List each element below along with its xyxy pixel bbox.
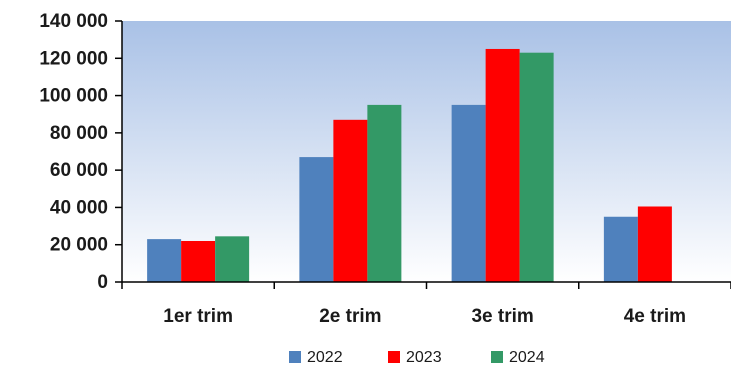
y-tick-label: 100 000 [39, 86, 108, 107]
bar-2023-3e-trim [485, 48, 520, 282]
bars-group [147, 48, 672, 283]
y-tick-label: 60 000 [50, 160, 108, 181]
legend-label-2022: 2022 [307, 349, 343, 366]
x-axis-ticks: 1er trim 2e trim 3e trim 4e trim [121, 282, 731, 327]
bar-2023-2e-trim [333, 119, 368, 282]
bar-2024-1er-trim [215, 236, 250, 282]
bar-2022-3e-trim [451, 104, 486, 283]
legend-swatch-2022 [289, 351, 301, 363]
y-tick-label: 0 [97, 272, 108, 293]
bar-2022-2e-trim [299, 157, 334, 282]
x-tick-label: 1er trim [163, 306, 233, 327]
y-tick-label: 40 000 [50, 197, 108, 218]
bar-2024-3e-trim [519, 52, 554, 282]
bar-2023-4e-trim [637, 206, 672, 282]
y-tick-label: 120 000 [39, 48, 108, 69]
bar-2024-2e-trim [367, 104, 402, 283]
legend-swatch-2024 [491, 351, 503, 363]
y-tick-label: 140 000 [39, 11, 108, 32]
legend-swatch-2023 [388, 351, 400, 363]
x-tick-label: 4e trim [624, 306, 686, 327]
bar-2022-1er-trim [147, 239, 182, 282]
legend-label-2023: 2023 [406, 349, 442, 366]
bar-2022-4e-trim [603, 216, 638, 282]
x-tick-label: 3e trim [471, 306, 533, 327]
legend: 2022 2023 2024 [289, 349, 545, 366]
y-axis-ticks: 0 20 000 40 000 60 000 80 000 100 000 120 000 1… [39, 11, 122, 293]
legend-label-2024: 2024 [509, 349, 545, 366]
x-tick-label: 2e trim [319, 306, 381, 327]
y-tick-label: 80 000 [50, 123, 108, 144]
bar-2023-1er-trim [181, 240, 216, 282]
y-tick-label: 20 000 [50, 235, 108, 256]
